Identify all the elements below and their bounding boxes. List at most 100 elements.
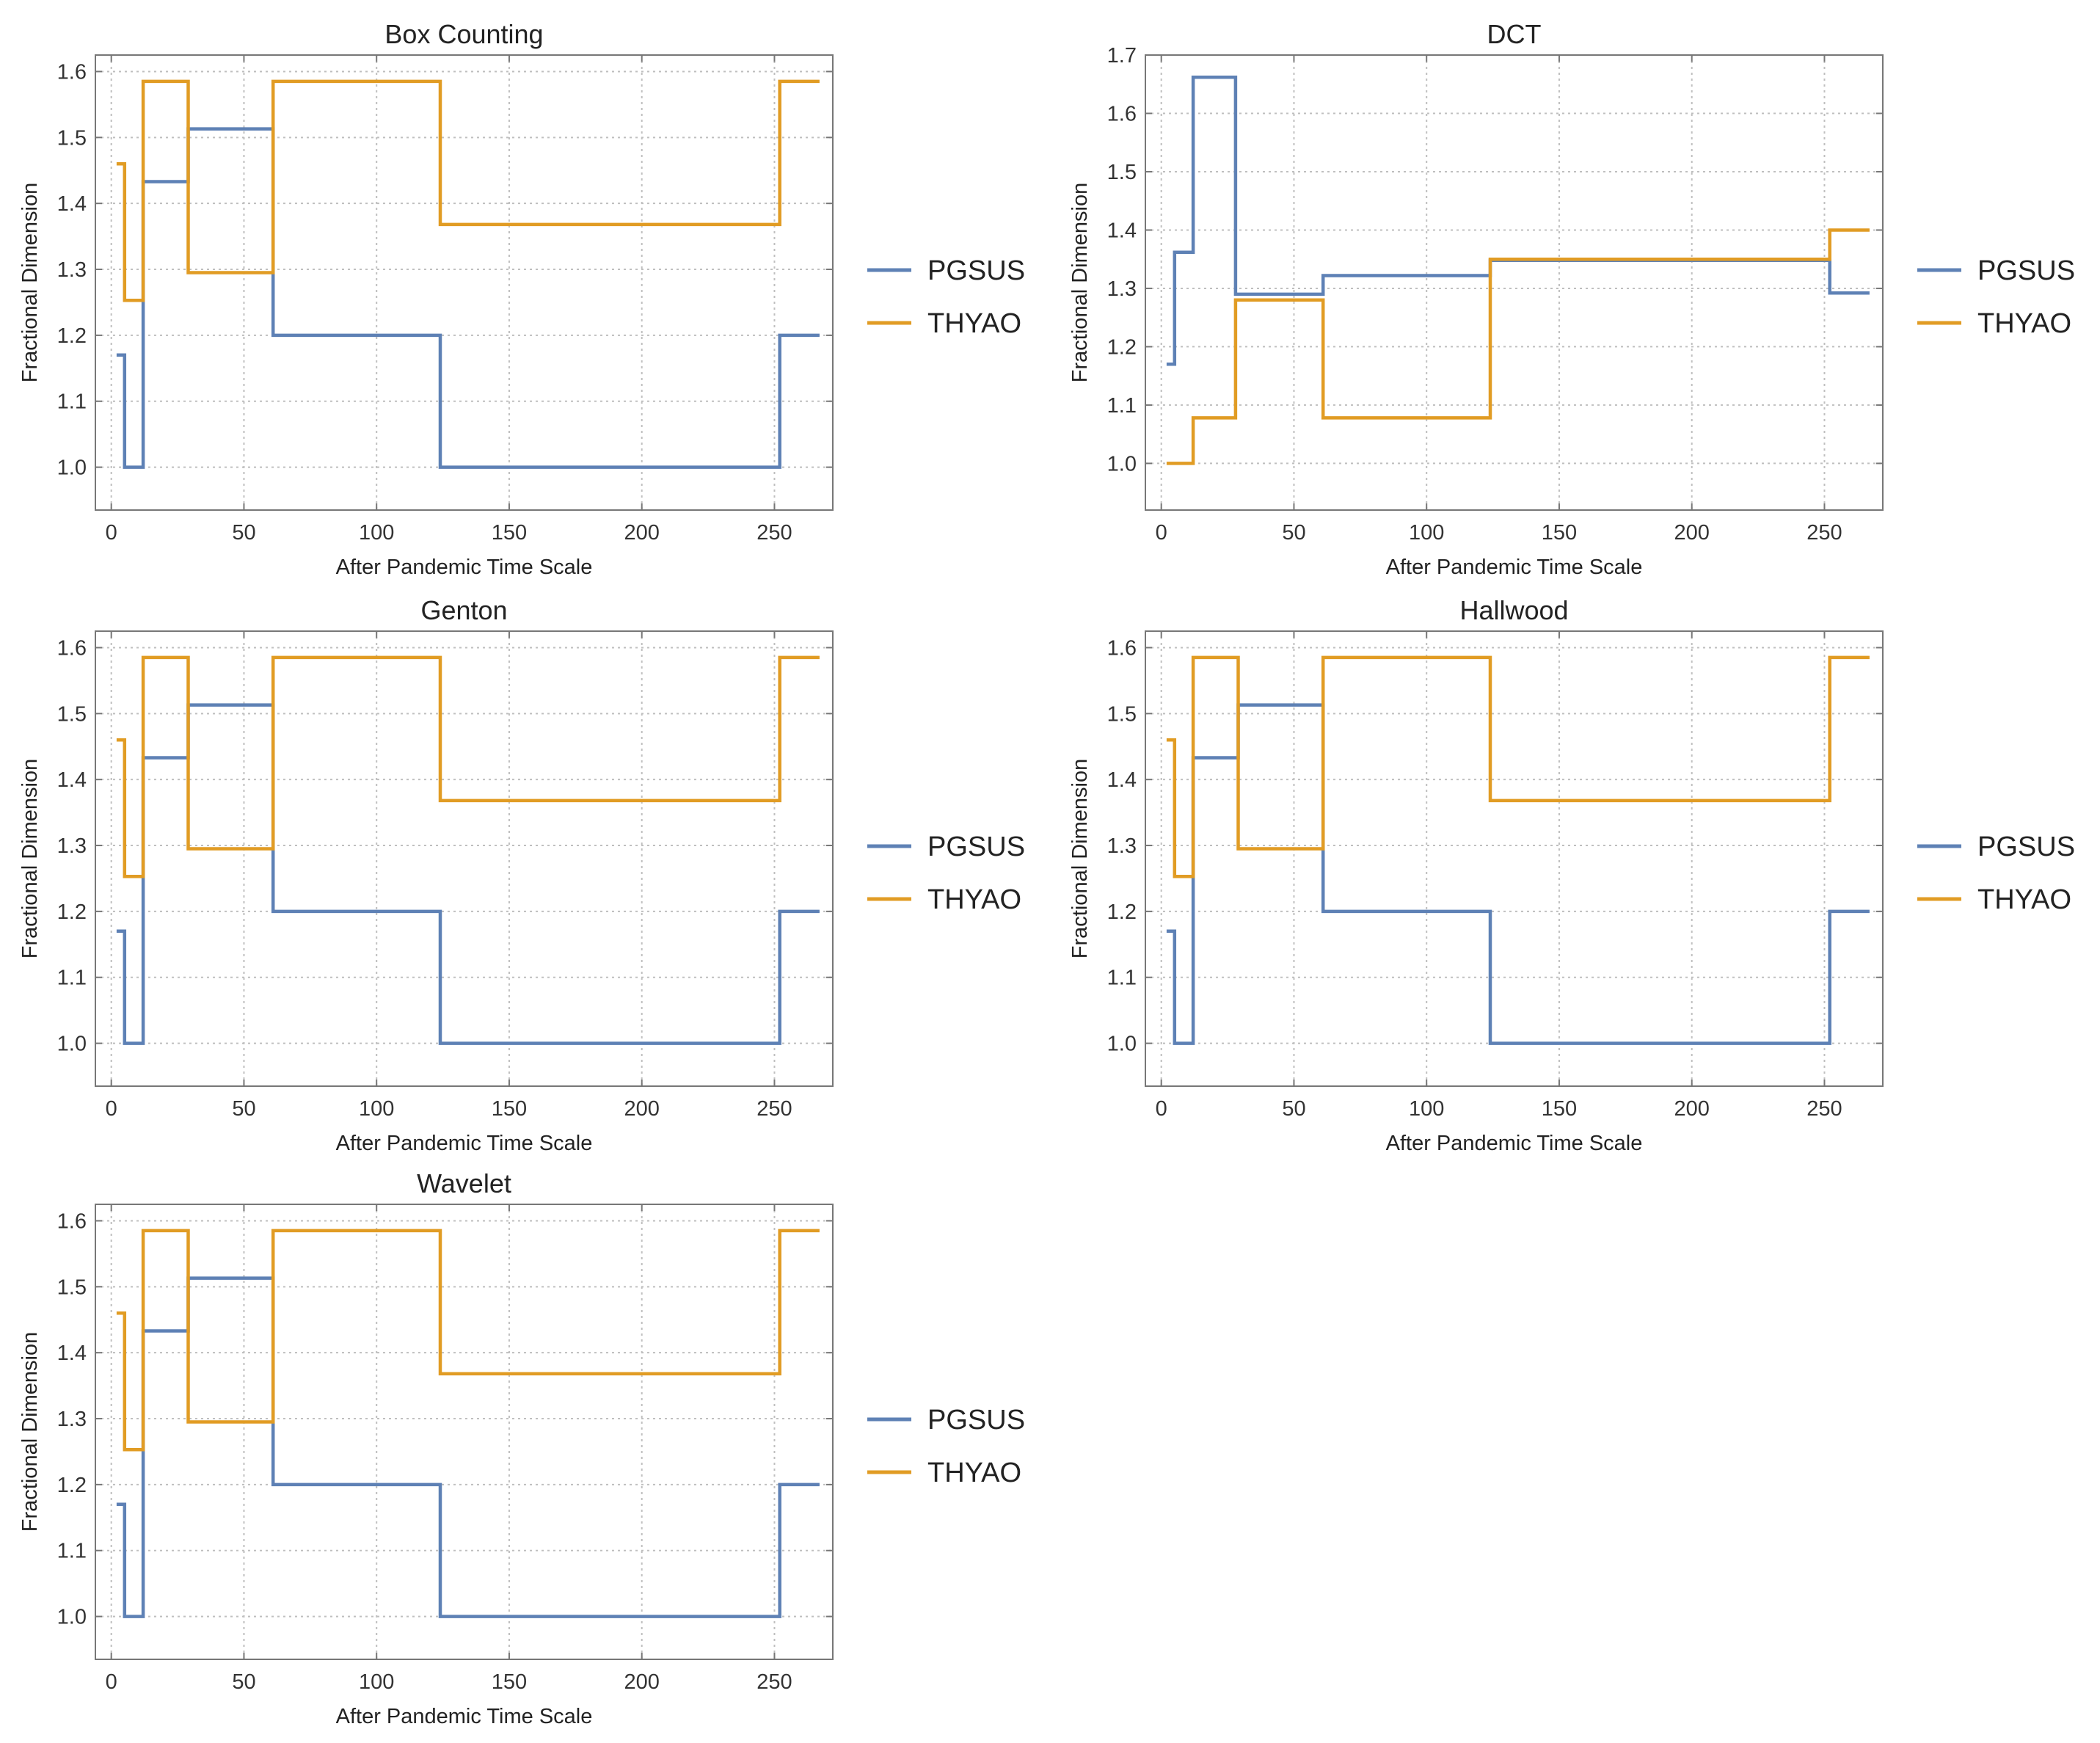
series-line-thyao bbox=[1166, 655, 1870, 878]
plot-frame bbox=[1145, 630, 1884, 1087]
x-axis-label: After Pandemic Time Scale bbox=[336, 1705, 593, 1728]
x-tick-label: 50 bbox=[1282, 521, 1305, 545]
y-tick-label: 1.0 bbox=[1107, 1033, 1137, 1056]
x-axis-label: After Pandemic Time Scale bbox=[336, 556, 593, 579]
x-tick-label: 200 bbox=[624, 1670, 660, 1694]
legend-label-thyao: THYAO bbox=[1977, 308, 2071, 339]
series-line-thyao bbox=[116, 655, 820, 878]
chart-svg: 0 50 100 150 200 250 1.0 1.1 1.2 1.3 1.4 1.5 1.6 1.7 D… bbox=[1068, 19, 2075, 579]
y-tick-label: 1.2 bbox=[1107, 335, 1137, 359]
plot-frame bbox=[95, 1204, 834, 1660]
y-tick-label: 1.4 bbox=[57, 768, 87, 792]
x-tick-label: 0 bbox=[106, 1670, 117, 1694]
y-tick-label: 1.3 bbox=[57, 834, 87, 858]
y-axis-label: Fractional Dimension bbox=[18, 759, 42, 958]
series-line-thyao bbox=[1166, 228, 1870, 465]
chart-box-counting: 0 50 100 150 200 250 1.0 1.1 1.2 1.3 1.4 1.5 1.6 Box … bbox=[0, 0, 1050, 580]
x-tick-label: 200 bbox=[624, 1097, 660, 1121]
chart-title: DCT bbox=[1487, 19, 1542, 49]
y-tick-label: 1.5 bbox=[57, 1276, 87, 1299]
x-tick-label: 0 bbox=[106, 521, 117, 545]
legend-label-pgsus: PGSUS bbox=[1977, 832, 2075, 862]
x-tick-label: 200 bbox=[1674, 1097, 1710, 1121]
chart-title: Genton bbox=[420, 595, 507, 625]
legend-label-thyao: THYAO bbox=[927, 1458, 1021, 1488]
x-tick-label: 200 bbox=[1674, 521, 1710, 545]
y-tick-label: 1.4 bbox=[1107, 768, 1137, 792]
x-tick-label: 0 bbox=[1156, 1097, 1167, 1121]
y-tick-label: 1.5 bbox=[57, 126, 87, 150]
plot-frame bbox=[95, 630, 834, 1087]
y-axis-label: Fractional Dimension bbox=[1068, 759, 1092, 958]
y-tick-label: 1.4 bbox=[57, 192, 87, 216]
y-tick-label: 1.1 bbox=[1107, 967, 1137, 990]
y-tick-label: 1.2 bbox=[57, 900, 87, 924]
x-tick-label: 100 bbox=[1409, 521, 1444, 545]
y-tick-label: 1.4 bbox=[57, 1342, 87, 1365]
x-tick-label: 150 bbox=[492, 1097, 527, 1121]
y-tick-label: 1.6 bbox=[57, 60, 87, 84]
chart-title: Hallwood bbox=[1459, 595, 1568, 625]
legend-label-pgsus: PGSUS bbox=[927, 832, 1025, 862]
chart-svg: 0 50 100 150 200 250 1.0 1.1 1.2 1.3 1.4 1.5 1.6 Hall… bbox=[1068, 595, 2075, 1155]
x-tick-label: 50 bbox=[1282, 1097, 1305, 1121]
x-tick-label: 100 bbox=[359, 1097, 394, 1121]
x-tick-label: 100 bbox=[359, 1670, 394, 1694]
x-tick-label: 250 bbox=[1806, 521, 1842, 545]
x-tick-label: 150 bbox=[1542, 1097, 1577, 1121]
y-tick-label: 1.1 bbox=[1107, 394, 1137, 418]
x-tick-label: 0 bbox=[106, 1097, 117, 1121]
chart-wavelet: 0 50 100 150 200 250 1.0 1.1 1.2 1.3 1.4 1.5 1.6 Wave… bbox=[0, 1149, 1050, 1729]
y-tick-label: 1.6 bbox=[57, 636, 87, 660]
series-line-thyao bbox=[116, 79, 820, 302]
y-tick-label: 1.1 bbox=[57, 1540, 87, 1563]
chart-genton: 0 50 100 150 200 250 1.0 1.1 1.2 1.3 1.4 1.5 1.6 Gent… bbox=[0, 576, 1050, 1156]
y-tick-label: 1.6 bbox=[1107, 636, 1137, 660]
chart-title: Box Counting bbox=[384, 19, 543, 49]
x-tick-label: 250 bbox=[756, 1670, 792, 1694]
y-tick-label: 1.5 bbox=[57, 702, 87, 726]
chart-svg: 0 50 100 150 200 250 1.0 1.1 1.2 1.3 1.4 1.5 1.6 Box … bbox=[18, 19, 1025, 579]
legend-label-thyao: THYAO bbox=[927, 308, 1021, 339]
y-tick-label: 1.0 bbox=[57, 1033, 87, 1056]
x-tick-label: 50 bbox=[232, 1670, 255, 1694]
x-axis-label: After Pandemic Time Scale bbox=[336, 1132, 593, 1155]
y-tick-label: 1.5 bbox=[1107, 161, 1137, 184]
x-tick-label: 0 bbox=[1156, 521, 1167, 545]
y-tick-label: 1.4 bbox=[1107, 219, 1137, 242]
y-tick-label: 1.1 bbox=[57, 967, 87, 990]
x-tick-label: 100 bbox=[359, 521, 394, 545]
x-axis-label: After Pandemic Time Scale bbox=[1386, 556, 1643, 579]
x-tick-label: 50 bbox=[232, 521, 255, 545]
x-tick-label: 250 bbox=[756, 1097, 792, 1121]
chart-svg: 0 50 100 150 200 250 1.0 1.1 1.2 1.3 1.4 1.5 1.6 Gent… bbox=[18, 595, 1025, 1155]
y-axis-label: Fractional Dimension bbox=[18, 1332, 42, 1532]
y-axis-label: Fractional Dimension bbox=[18, 183, 42, 382]
chart-hallwood: 0 50 100 150 200 250 1.0 1.1 1.2 1.3 1.4 1.5 1.6 Hall… bbox=[1050, 576, 2100, 1156]
y-tick-label: 1.6 bbox=[1107, 102, 1137, 125]
y-tick-label: 1.1 bbox=[57, 390, 87, 414]
series-line-pgsus bbox=[1166, 75, 1870, 366]
y-tick-label: 1.2 bbox=[57, 1474, 87, 1497]
y-tick-label: 1.3 bbox=[1107, 834, 1137, 858]
plot-frame bbox=[1145, 54, 1884, 511]
legend-label-pgsus: PGSUS bbox=[927, 1405, 1025, 1435]
series-line-pgsus bbox=[116, 127, 820, 469]
legend-label-thyao: THYAO bbox=[1977, 884, 2071, 915]
x-axis-label: After Pandemic Time Scale bbox=[1386, 1132, 1643, 1155]
series-line-pgsus bbox=[116, 1276, 820, 1618]
legend-label-pgsus: PGSUS bbox=[927, 255, 1025, 286]
legend-label-thyao: THYAO bbox=[927, 884, 1021, 915]
chart-svg: 0 50 100 150 200 250 1.0 1.1 1.2 1.3 1.4 1.5 1.6 Wave… bbox=[18, 1168, 1025, 1728]
series-line-pgsus bbox=[116, 703, 820, 1045]
plot-frame bbox=[95, 54, 834, 511]
x-tick-label: 150 bbox=[492, 1670, 527, 1694]
y-tick-label: 1.3 bbox=[57, 258, 87, 282]
y-tick-label: 1.3 bbox=[57, 1408, 87, 1431]
x-tick-label: 50 bbox=[232, 1097, 255, 1121]
x-tick-label: 200 bbox=[624, 521, 660, 545]
y-tick-label: 1.2 bbox=[1107, 900, 1137, 924]
x-tick-label: 100 bbox=[1409, 1097, 1444, 1121]
y-tick-label: 1.5 bbox=[1107, 702, 1137, 726]
x-tick-label: 250 bbox=[756, 521, 792, 545]
